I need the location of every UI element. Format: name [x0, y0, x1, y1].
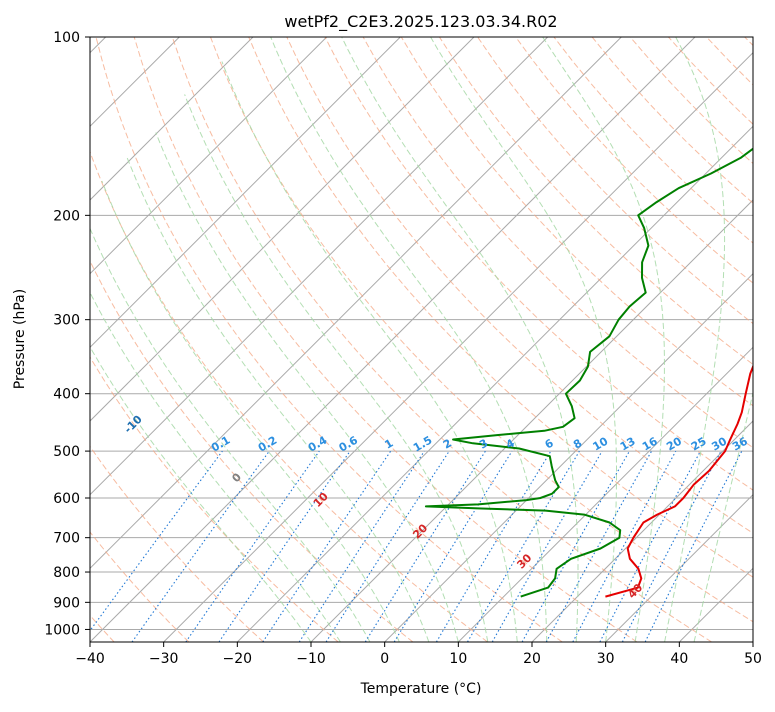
x-tick-label: 50 — [744, 651, 762, 667]
mixing-ratio-line — [82, 451, 223, 642]
moist-adiabat-line — [156, 133, 459, 642]
dry-adiabat-line — [20, 37, 413, 642]
y-tick-label: 500 — [53, 444, 80, 460]
moist-adiabat-line — [102, 181, 400, 642]
isotherm-line — [0, 37, 400, 642]
dry-adiabat-line — [707, 37, 775, 642]
mixing-ratio-line — [263, 451, 391, 642]
x-tick-label: −40 — [75, 651, 105, 667]
y-tick-label: 100 — [53, 30, 80, 46]
x-tick-label: 20 — [523, 651, 541, 667]
mixing-ratio-line — [436, 451, 551, 642]
isotherm-line — [532, 37, 775, 642]
mixing-ratio-line — [522, 451, 629, 642]
dry-adiabat-line — [554, 37, 775, 642]
y-tick-label: 200 — [53, 208, 80, 224]
isotherm-line — [0, 37, 327, 642]
x-tick-label: −20 — [223, 651, 253, 667]
dry-adiabat-label: 40 — [625, 581, 645, 601]
moist-adiabat-line — [185, 94, 488, 642]
dry-adiabat-line — [478, 37, 775, 642]
x-tick-label: −30 — [149, 651, 179, 667]
x-tick-label: −10 — [296, 651, 326, 667]
x-tick-label: 0 — [380, 651, 389, 667]
y-tick-label: 900 — [53, 595, 80, 611]
y-tick-label: 700 — [53, 531, 80, 547]
isotherm-line — [0, 37, 253, 642]
x-tick-label: 40 — [670, 651, 688, 667]
dry-adiabat-line — [0, 37, 338, 642]
dewpoint-line — [426, 37, 775, 597]
mixing-ratio-line — [299, 451, 424, 642]
dry-adiabat-label: 20 — [410, 521, 430, 541]
isotherm-line — [458, 37, 775, 642]
y-tick-label: 800 — [53, 565, 80, 581]
dry-adiabat-line — [0, 37, 264, 642]
y-tick-label: 300 — [53, 313, 80, 329]
mixing-ratio-line — [573, 451, 676, 642]
dry-adiabat-line — [745, 37, 775, 642]
y-tick-label: 600 — [53, 491, 80, 507]
isotherm-line — [753, 37, 775, 642]
x-tick-label: 30 — [597, 651, 615, 667]
y-tick-label: 1000 — [44, 622, 80, 638]
moist-adiabat-line — [222, 62, 517, 643]
dry-adiabat-label: -10 — [122, 412, 145, 435]
isotherm-line — [16, 37, 621, 642]
x-axis-label: Temperature (°C) — [360, 681, 482, 697]
isotherm-line — [311, 37, 775, 642]
chart-title: wetPf2_C2E3.2025.123.03.34.R02 — [284, 12, 557, 32]
y-axis-label: Pressure (hPa) — [12, 289, 28, 389]
plot-frame — [90, 37, 753, 642]
isotherm-line — [0, 37, 474, 642]
mixing-ratio-line — [468, 451, 580, 642]
isotherm-line — [679, 37, 775, 642]
dry-adiabat-label: 0 — [229, 470, 244, 485]
dry-adiabat-line — [134, 37, 637, 642]
dry-adiabat-line — [0, 37, 189, 642]
isotherm-line — [237, 37, 775, 642]
isotherm-line — [164, 37, 769, 642]
mixing-ratio-line — [600, 451, 701, 642]
moist-adiabat-line — [694, 37, 775, 642]
dry-adiabat-line — [668, 37, 775, 642]
dry-adiabat-line — [592, 37, 775, 642]
mixing-ratio-line — [326, 451, 449, 642]
mixing-ratio-label: 2 — [441, 437, 454, 452]
mixing-ratio-line — [546, 451, 651, 642]
dry-adiabat-line — [58, 37, 488, 642]
moist-adiabat-line — [271, 37, 547, 642]
y-tick-label: 400 — [53, 387, 80, 403]
mixing-ratio-label: 6 — [543, 436, 556, 451]
x-tick-label: 10 — [449, 651, 467, 667]
